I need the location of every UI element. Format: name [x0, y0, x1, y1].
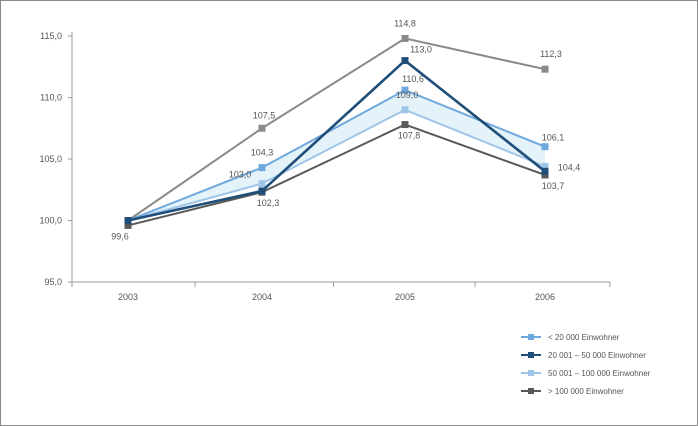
- y-tick-label: 100,0: [39, 216, 62, 226]
- legend-swatch-marker: [528, 370, 534, 376]
- legend-swatch-marker: [528, 388, 534, 394]
- series-line: [127, 108, 546, 222]
- legend-label: 50 001 – 100 000 Einwohner: [548, 369, 651, 378]
- axes: 95,0 100,0 105,0 110,0 115,0 2003 2004 2005 2006: [39, 31, 611, 302]
- series-line: [127, 37, 546, 222]
- y-tick-label: 115,0: [40, 31, 62, 41]
- data-point: [401, 121, 409, 129]
- data-point: [541, 167, 549, 175]
- series-band: [128, 90, 545, 221]
- legend-label: > 100 000 Einwohner: [548, 387, 624, 396]
- data-point: [124, 217, 132, 224]
- data-label: 99,6: [111, 231, 129, 241]
- data-label: 110,6: [402, 74, 424, 84]
- legend-swatch-marker: [528, 334, 534, 340]
- y-tick-label: 110,0: [40, 93, 62, 103]
- data-label: 106,1: [542, 133, 565, 143]
- data-label: 114,8: [394, 18, 416, 28]
- data-point: [401, 106, 409, 114]
- legend-swatch-marker: [528, 352, 534, 358]
- data-point: [258, 180, 266, 188]
- data-point: [541, 171, 549, 179]
- legend-label: 20 001 – 50 000 Einwohner: [548, 351, 646, 360]
- data-label: 103,0: [229, 170, 252, 180]
- series-line: [127, 89, 546, 222]
- data-point: [401, 86, 409, 94]
- legend-label: < 20 000 Einwohner: [548, 333, 620, 342]
- data-point: [258, 187, 266, 195]
- data-label: 113,0: [410, 45, 432, 55]
- x-tick-label: 2004: [252, 292, 272, 302]
- data-point: [541, 162, 549, 170]
- data-label: 107,8: [398, 131, 421, 141]
- data-point: [401, 34, 409, 42]
- data-label: 107,5: [253, 110, 276, 120]
- data-label: 109,0: [396, 90, 419, 100]
- data-label: 102,3: [257, 198, 280, 208]
- y-tick-label: 105,0: [39, 154, 62, 164]
- y-tick-label: 95,0: [44, 277, 62, 287]
- legend: < 20 000 Einwohner 20 001 – 50 000 Einwoh…: [521, 333, 651, 396]
- x-tick-label: 2006: [535, 292, 555, 302]
- data-label: 103,7: [542, 181, 565, 191]
- data-label: 104,3: [251, 148, 274, 158]
- series-line: [127, 123, 546, 227]
- data-point: [541, 143, 549, 151]
- series-marks: [124, 34, 549, 229]
- data-point: [124, 221, 132, 229]
- series-line: [127, 58, 546, 222]
- data-point: [541, 65, 549, 73]
- data-point: [401, 57, 409, 65]
- data-point: [258, 164, 266, 172]
- data-point: [258, 124, 266, 132]
- x-tick-label: 2003: [118, 292, 138, 302]
- data-labels: 104,3 110,6 106,1 113,0 103,0 109,0 104,4 99,6 1…: [111, 18, 580, 241]
- data-label: 112,3: [540, 49, 562, 59]
- x-tick-label: 2005: [395, 292, 415, 302]
- data-label: 104,4: [558, 162, 581, 172]
